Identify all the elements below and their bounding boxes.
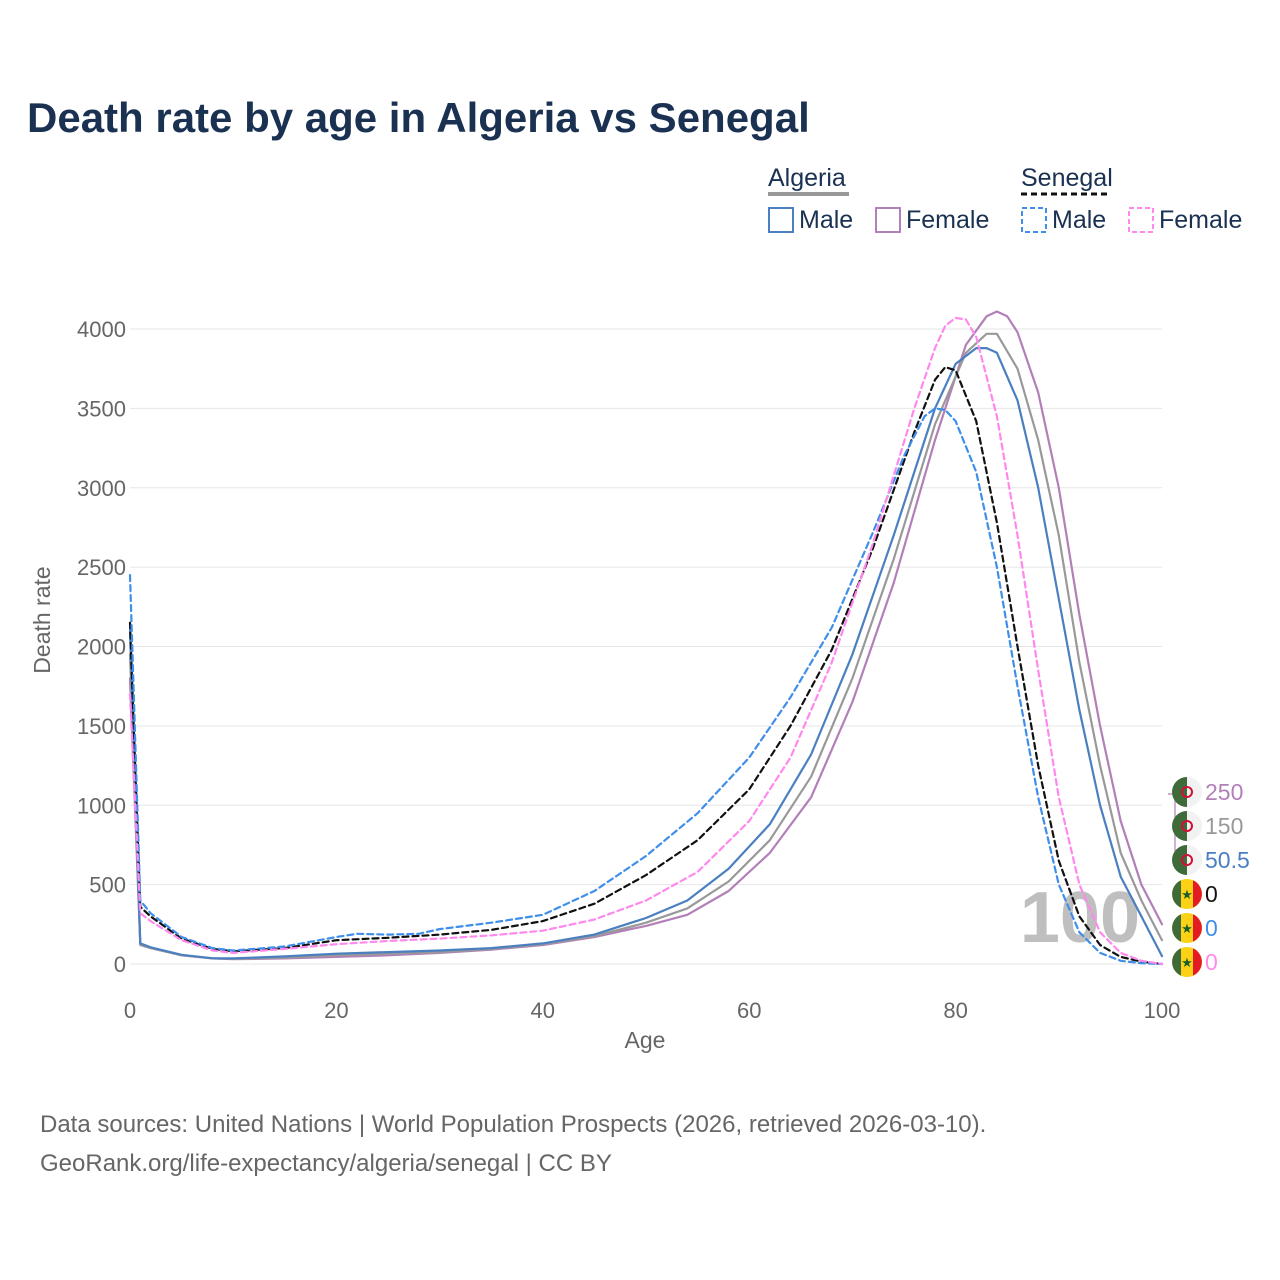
- x-tick-label: 60: [737, 998, 761, 1023]
- grid: [130, 328, 1162, 965]
- senegal-flag-red-band: [1193, 880, 1202, 908]
- x-axis: 0 20 40 60 80 100: [124, 998, 1180, 1023]
- y-tick-label: 500: [89, 873, 126, 898]
- algeria-flag-crescent: [1181, 854, 1193, 866]
- series-line-senegal-both[interactable]: [128, 366, 1164, 966]
- y-tick-label: 1500: [77, 714, 126, 739]
- y-tick-label: 2500: [77, 555, 126, 580]
- y-tick-label: 3000: [77, 476, 126, 501]
- source-line-2[interactable]: GeoRank.org/life-expectancy/algeria/sene…: [40, 1150, 612, 1177]
- y-tick-label: 4000: [77, 317, 126, 342]
- end-value-label: 0: [1205, 881, 1218, 907]
- x-tick-label: 0: [124, 998, 136, 1023]
- senegal-flag-green-band: [1172, 880, 1181, 908]
- end-label-algeria-female: 250: [1172, 777, 1243, 807]
- end-label-algeria-male: 50.5: [1172, 845, 1250, 875]
- end-value-label: 50.5: [1205, 847, 1250, 873]
- legend-group-senegal[interactable]: Senegal Male Female: [1021, 164, 1242, 234]
- legend-label-algeria-male: Male: [799, 206, 853, 234]
- legend-group-label-senegal: Senegal: [1021, 164, 1113, 192]
- series-line-senegal-female[interactable]: [128, 316, 1164, 966]
- algeria-flag-crescent: [1181, 820, 1193, 832]
- series-line-algeria-male[interactable]: [128, 347, 1164, 960]
- series-line-senegal-male[interactable]: [128, 407, 1164, 966]
- algeria-flag-green-half: [1172, 777, 1187, 807]
- x-axis-title: Age: [625, 1027, 666, 1053]
- chart-title: Death rate by age in Algeria vs Senegal: [27, 94, 810, 141]
- y-axis-title: Death rate: [29, 566, 55, 673]
- x-tick-label: 100: [1144, 998, 1181, 1023]
- legend-swatch-algeria-male: [768, 207, 794, 233]
- x-tick-label: 80: [943, 998, 967, 1023]
- senegal-flag-green-band: [1172, 948, 1181, 976]
- legend: Algeria Male Female Senegal Male Female: [768, 164, 1242, 234]
- legend-label-senegal-female: Female: [1159, 206, 1242, 234]
- algeria-flag-green-half: [1172, 811, 1187, 841]
- senegal-flag-red-band: [1193, 948, 1202, 976]
- source-line-1: Data sources: United Nations | World Pop…: [40, 1111, 986, 1138]
- y-axis: 0 500 1000 1500 2000 2500 3000 3500 4000: [77, 317, 126, 977]
- end-label-senegal-both: ★ 0: [1172, 879, 1218, 909]
- legend-swatch-senegal-female: [1128, 207, 1154, 233]
- legend-group-algeria[interactable]: Algeria Male Female: [768, 164, 989, 234]
- senegal-flag-star: ★: [1181, 888, 1193, 903]
- y-tick-label: 0: [114, 952, 126, 977]
- legend-label-algeria-female: Female: [906, 206, 989, 234]
- end-value-label: 250: [1205, 779, 1243, 805]
- end-value-label: 0: [1205, 949, 1218, 975]
- legend-swatch-senegal-male: [1021, 207, 1047, 233]
- end-label-senegal-female: ★ 0: [1172, 947, 1218, 977]
- y-tick-label: 2000: [77, 635, 126, 660]
- senegal-flag-red-band: [1193, 914, 1202, 942]
- end-label-algeria-both: 150: [1172, 811, 1243, 841]
- senegal-flag-green-band: [1172, 914, 1181, 942]
- end-label-senegal-male: ★ 0: [1172, 913, 1218, 943]
- legend-group-label-algeria: Algeria: [768, 164, 846, 192]
- senegal-flag-star: ★: [1181, 956, 1193, 971]
- y-tick-label: 1000: [77, 793, 126, 818]
- algeria-flag-green-half: [1172, 845, 1187, 875]
- series-lines: [128, 310, 1164, 966]
- senegal-flag-star: ★: [1181, 922, 1193, 937]
- legend-swatch-algeria-female: [875, 207, 901, 233]
- end-value-label: 150: [1205, 813, 1243, 839]
- algeria-flag-crescent: [1181, 786, 1193, 798]
- legend-label-senegal-male: Male: [1052, 206, 1106, 234]
- y-tick-label: 3500: [77, 396, 126, 421]
- end-value-label: 0: [1205, 915, 1218, 941]
- x-tick-label: 40: [531, 998, 555, 1023]
- x-tick-label: 20: [324, 998, 348, 1023]
